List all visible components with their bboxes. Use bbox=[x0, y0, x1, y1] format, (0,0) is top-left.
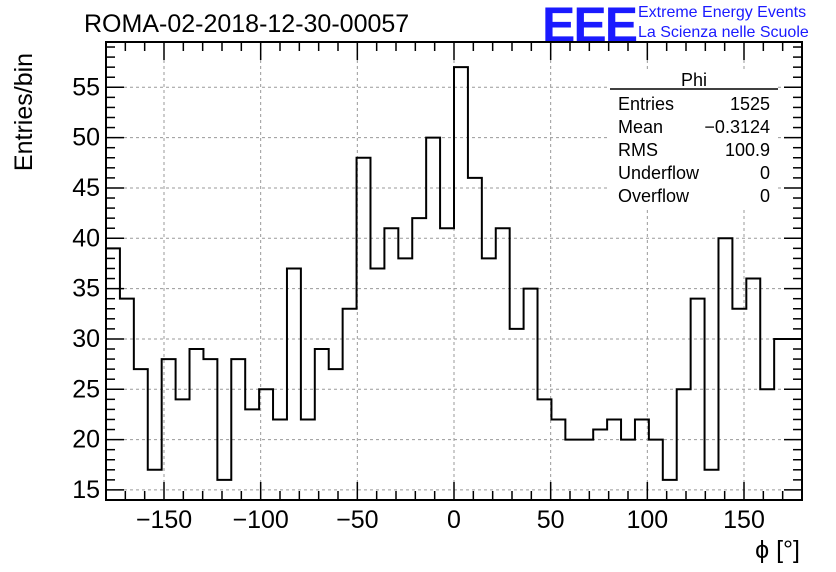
y-tick-labels: 15 20 25 30 35 40 45 50 55 bbox=[72, 73, 100, 504]
histogram-bin bbox=[454, 67, 468, 500]
y-tick-label: 55 bbox=[72, 73, 100, 101]
histogram-bin bbox=[217, 480, 231, 500]
histogram-bin bbox=[593, 430, 607, 500]
histogram-bin bbox=[329, 369, 343, 500]
y-tick-label: 15 bbox=[72, 476, 100, 504]
stats-rows: Entries 1525 Mean −0.3124 RMS 100.9 Underflow 0… bbox=[618, 94, 770, 206]
x-tick-label: 150 bbox=[723, 506, 765, 534]
stats-value: 0 bbox=[760, 186, 770, 206]
histogram-outline bbox=[106, 66, 802, 481]
histogram-bin bbox=[649, 440, 663, 500]
stats-value: 0 bbox=[760, 163, 770, 183]
histogram-bin bbox=[607, 419, 621, 500]
stats-label: Overflow bbox=[618, 186, 690, 206]
histogram-bin bbox=[565, 440, 579, 500]
histogram-bin bbox=[245, 409, 259, 500]
logo-caption-line2: La Scienza nelle Scuole bbox=[638, 24, 809, 41]
histogram-bin bbox=[760, 389, 774, 500]
histogram-bin bbox=[162, 359, 176, 500]
histogram-bin bbox=[691, 299, 705, 500]
histogram-bin bbox=[315, 349, 329, 500]
stats-value: 1525 bbox=[730, 94, 770, 114]
y-tick-label: 45 bbox=[72, 174, 100, 202]
x-axis-label: ϕ [°] bbox=[755, 536, 800, 564]
y-tick-label: 30 bbox=[72, 325, 100, 353]
histogram-bin bbox=[510, 329, 524, 500]
histogram-bin bbox=[468, 178, 482, 500]
histogram-bin bbox=[746, 279, 760, 500]
stats-value: 100.9 bbox=[725, 140, 770, 160]
x-tick-label: 50 bbox=[537, 506, 565, 534]
x-tick-label: 100 bbox=[626, 506, 668, 534]
stats-value: −0.3124 bbox=[704, 117, 770, 137]
histogram-bin bbox=[301, 419, 315, 500]
y-tick-label: 20 bbox=[72, 426, 100, 454]
histogram-bin bbox=[398, 258, 412, 500]
x-tick-label: −150 bbox=[136, 506, 192, 534]
y-tick-label: 25 bbox=[72, 375, 100, 403]
histogram-bin bbox=[579, 440, 593, 500]
y-tick-label: 50 bbox=[72, 124, 100, 152]
run-title: ROMA-02-2018-12-30-00057 bbox=[84, 10, 410, 38]
histogram-bin bbox=[524, 289, 538, 500]
histogram-bin bbox=[134, 369, 148, 500]
histogram-bin bbox=[231, 359, 245, 500]
histogram-bin bbox=[551, 419, 565, 500]
stats-box: Phi Entries 1525 Mean −0.3124 RMS 100.9 Underf… bbox=[610, 70, 778, 210]
histogram-bin bbox=[718, 238, 732, 500]
y-tick-label: 40 bbox=[72, 224, 100, 252]
histogram-bin bbox=[732, 309, 746, 500]
histogram-bin bbox=[357, 158, 371, 500]
histogram-bin bbox=[426, 138, 440, 500]
stats-label: RMS bbox=[618, 140, 658, 160]
histogram-bin bbox=[148, 470, 162, 500]
x-tick-labels: −150 −100 −50 0 50 100 150 bbox=[136, 506, 765, 534]
histogram-bin bbox=[203, 359, 217, 500]
histogram-bin bbox=[106, 248, 120, 500]
histogram-bin bbox=[120, 299, 134, 500]
histogram-bin bbox=[774, 339, 788, 500]
histogram-bin bbox=[496, 228, 510, 500]
y-axis-label: Entries/bin bbox=[10, 53, 38, 171]
x-tick-label: 0 bbox=[447, 506, 461, 534]
histogram-bin bbox=[677, 389, 691, 500]
logo-caption-line1: Extreme Energy Events bbox=[638, 4, 807, 21]
histogram-bin bbox=[190, 349, 204, 500]
histogram-bin bbox=[440, 228, 454, 500]
axis-ticks bbox=[105, 42, 803, 501]
x-tick-label: −100 bbox=[233, 506, 289, 534]
stats-histogram-name: Phi bbox=[681, 70, 707, 90]
stats-label: Underflow bbox=[618, 163, 700, 183]
histogram-bin bbox=[343, 309, 357, 500]
histogram-bin bbox=[273, 419, 287, 500]
stats-label: Entries bbox=[618, 94, 674, 114]
histogram-bin bbox=[621, 440, 635, 500]
stats-label: Mean bbox=[618, 117, 663, 137]
histogram-bin bbox=[705, 470, 719, 500]
y-tick-label: 35 bbox=[72, 275, 100, 303]
histogram-bin bbox=[176, 399, 190, 500]
histogram-bin bbox=[370, 268, 384, 500]
x-tick-label: −50 bbox=[336, 506, 378, 534]
histogram-bin bbox=[287, 268, 301, 500]
histogram-bin bbox=[482, 258, 496, 500]
stats-box-background bbox=[610, 70, 778, 210]
histogram-bin bbox=[663, 480, 677, 500]
histogram-bin bbox=[384, 228, 398, 500]
histogram-bin bbox=[538, 399, 552, 500]
histogram-bin bbox=[412, 218, 426, 500]
